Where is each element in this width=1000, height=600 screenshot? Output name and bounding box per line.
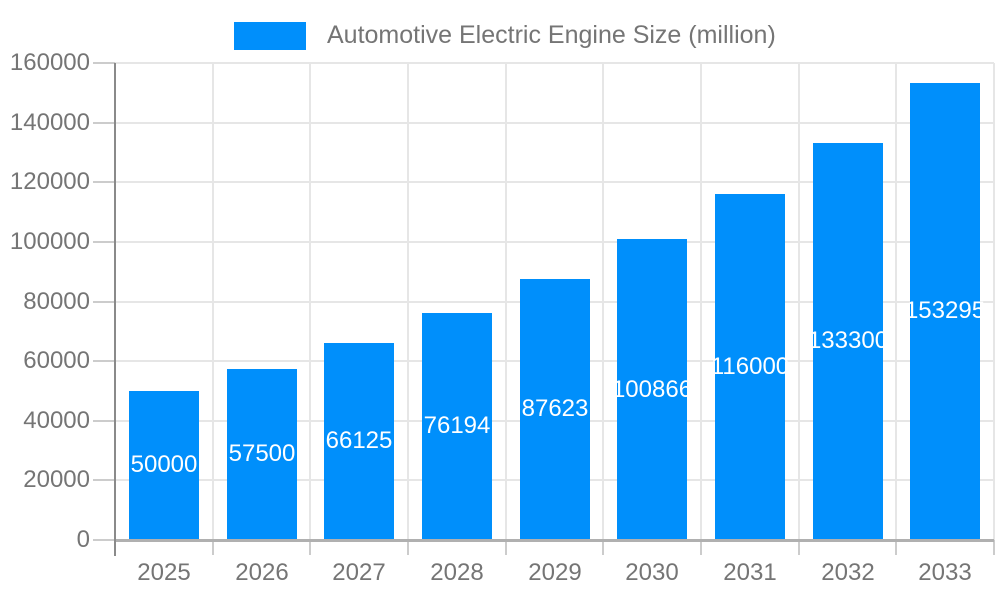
bar-2026[interactable] bbox=[227, 369, 297, 540]
y-axis-label: 20000 bbox=[23, 466, 90, 493]
y-axis-label: 60000 bbox=[23, 347, 90, 374]
x-tick bbox=[895, 540, 897, 555]
y-tick bbox=[93, 360, 115, 362]
x-tick bbox=[505, 540, 507, 555]
x-tick bbox=[212, 540, 214, 555]
h-gridline bbox=[115, 181, 994, 183]
v-gridline bbox=[309, 63, 311, 540]
bar-2033[interactable] bbox=[910, 83, 980, 540]
y-axis-label: 140000 bbox=[9, 109, 90, 136]
h-gridline bbox=[115, 62, 994, 64]
x-axis-label: 2026 bbox=[235, 559, 289, 586]
legend-swatch-icon bbox=[234, 21, 306, 50]
bar-2030[interactable] bbox=[617, 239, 687, 540]
y-axis-label: 0 bbox=[76, 526, 90, 553]
x-tick bbox=[407, 540, 409, 555]
bar-value-label: 100866 bbox=[611, 376, 693, 403]
bar-value-label: 66125 bbox=[325, 427, 393, 454]
y-axis-label: 100000 bbox=[9, 228, 90, 255]
v-gridline bbox=[212, 63, 214, 540]
bar-value-label: 133300 bbox=[807, 327, 889, 354]
x-tick bbox=[700, 540, 702, 555]
h-gridline bbox=[115, 122, 994, 124]
y-tick bbox=[93, 479, 115, 481]
v-gridline bbox=[407, 63, 409, 540]
v-gridline bbox=[798, 63, 800, 540]
y-axis-label: 160000 bbox=[9, 49, 90, 76]
v-gridline bbox=[993, 63, 995, 540]
legend-label: Automotive Electric Engine Size (million… bbox=[327, 21, 776, 49]
x-tick bbox=[309, 540, 311, 555]
y-tick bbox=[93, 181, 115, 183]
v-gridline bbox=[505, 63, 507, 540]
v-gridline bbox=[700, 63, 702, 540]
bar-2029[interactable] bbox=[520, 279, 590, 540]
bar-2031[interactable] bbox=[715, 194, 785, 540]
y-tick bbox=[93, 301, 115, 303]
bar-2027[interactable] bbox=[324, 343, 394, 540]
bar-value-label: 116000 bbox=[710, 353, 790, 380]
x-axis-line bbox=[114, 539, 994, 542]
x-axis-label: 2031 bbox=[723, 559, 777, 586]
y-tick bbox=[93, 420, 115, 422]
x-axis-label: 2032 bbox=[821, 559, 875, 586]
x-axis-label: 2025 bbox=[137, 559, 191, 586]
y-tick bbox=[93, 62, 115, 64]
y-axis-label: 80000 bbox=[23, 288, 90, 315]
y-tick bbox=[93, 539, 115, 541]
bar-value-label: 50000 bbox=[130, 451, 198, 478]
bar-2032[interactable] bbox=[813, 143, 883, 540]
bar-value-label: 87623 bbox=[521, 395, 589, 422]
y-tick bbox=[93, 122, 115, 124]
x-axis-label: 2029 bbox=[528, 559, 582, 586]
x-tick bbox=[798, 540, 800, 555]
x-axis-label: 2033 bbox=[918, 559, 972, 586]
y-axis-label: 40000 bbox=[23, 407, 90, 434]
x-tick bbox=[993, 540, 995, 555]
v-gridline bbox=[895, 63, 897, 540]
bar-value-label: 76194 bbox=[423, 412, 491, 439]
y-tick bbox=[93, 241, 115, 243]
x-axis-label: 2028 bbox=[430, 559, 484, 586]
y-axis-label: 120000 bbox=[9, 168, 90, 195]
bar-value-label: 57500 bbox=[228, 440, 296, 467]
v-gridline bbox=[602, 63, 604, 540]
h-gridline bbox=[115, 241, 994, 243]
x-axis-label: 2030 bbox=[625, 559, 679, 586]
bar-value-label: 153295 bbox=[904, 297, 986, 324]
legend[interactable]: Automotive Electric Engine Size (million… bbox=[234, 21, 776, 50]
x-tick bbox=[602, 540, 604, 555]
bar-2028[interactable] bbox=[422, 313, 492, 540]
y-axis-line bbox=[114, 63, 116, 556]
bar-2025[interactable] bbox=[129, 391, 199, 540]
x-axis-label: 2027 bbox=[332, 559, 386, 586]
